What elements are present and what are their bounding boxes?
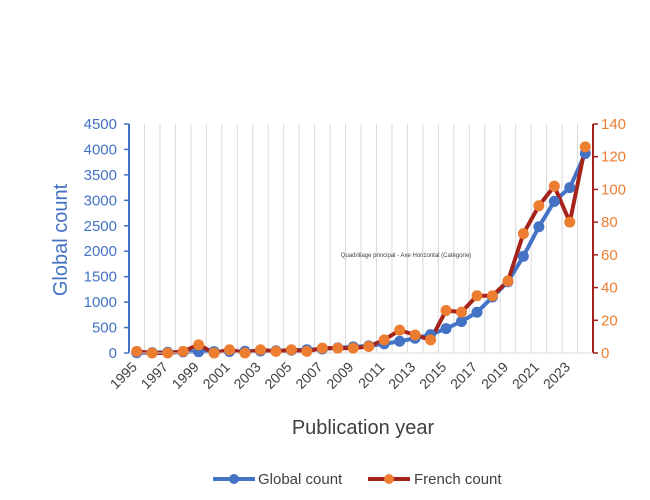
x-axis-tick-label: 1995 xyxy=(107,358,140,391)
data-point-french[interactable] xyxy=(177,345,189,357)
x-axis-tick-label: 2005 xyxy=(261,358,294,391)
data-point-french[interactable] xyxy=(270,345,282,357)
data-point-french[interactable] xyxy=(579,141,591,153)
right-axis-tick-label: 0 xyxy=(601,345,609,362)
x-axis-tick-label: 2023 xyxy=(540,358,573,391)
x-axis-tick-label: 2009 xyxy=(323,358,356,391)
data-point-french[interactable] xyxy=(409,329,421,341)
right-axis-tick-label: 60 xyxy=(601,247,618,264)
legend-swatch-global-marker xyxy=(229,474,239,484)
right-axis-tick-label: 80 xyxy=(601,214,618,231)
data-point-french[interactable] xyxy=(316,342,328,354)
data-point-french[interactable] xyxy=(517,228,529,240)
left-axis-tick-label: 0 xyxy=(109,345,117,362)
left-axis-tick-label: 4500 xyxy=(84,116,117,133)
data-point-global[interactable] xyxy=(548,195,560,207)
data-point-french[interactable] xyxy=(363,340,375,352)
legend: Global count French count xyxy=(213,471,502,488)
x-axis-tick-label: 2003 xyxy=(230,358,263,391)
x-axis-tick-label: 2007 xyxy=(292,358,325,391)
left-axis-tick-label: 3000 xyxy=(84,192,117,209)
legend-label-french: French count xyxy=(414,471,502,488)
data-point-french[interactable] xyxy=(486,290,498,302)
right-axis-tick-label: 140 xyxy=(601,116,626,133)
data-point-global[interactable] xyxy=(564,182,576,194)
data-point-french[interactable] xyxy=(456,306,468,318)
data-point-french[interactable] xyxy=(425,334,437,346)
data-point-global[interactable] xyxy=(440,323,452,335)
x-axis-tick-label: 2017 xyxy=(447,358,480,391)
data-point-french[interactable] xyxy=(548,180,560,192)
data-point-french[interactable] xyxy=(394,324,406,336)
data-point-french[interactable] xyxy=(239,347,251,359)
left-axis-tick-label: 500 xyxy=(92,320,117,337)
x-axis-tick-label: 2019 xyxy=(478,358,511,391)
data-point-french[interactable] xyxy=(285,344,297,356)
right-axis-tick-label: 20 xyxy=(601,312,618,329)
data-point-french[interactable] xyxy=(224,344,236,356)
x-axis-title: Publication year xyxy=(292,417,435,439)
data-point-french[interactable] xyxy=(471,290,483,302)
data-point-global[interactable] xyxy=(471,306,483,318)
data-point-global[interactable] xyxy=(456,315,468,327)
data-point-french[interactable] xyxy=(131,345,143,357)
data-point-french[interactable] xyxy=(301,345,313,357)
gridline-annotation: Quadrillage principal - Axe Horizontal (… xyxy=(341,253,471,259)
right-axis-tick-label: 40 xyxy=(601,280,618,297)
x-axis-tick-label: 2001 xyxy=(199,358,232,391)
data-point-global[interactable] xyxy=(517,250,529,262)
left-axis-tick-label: 2000 xyxy=(84,243,117,260)
data-point-french[interactable] xyxy=(332,342,344,354)
data-point-french[interactable] xyxy=(193,339,205,351)
legend-label-global: Global count xyxy=(258,471,343,488)
data-point-french[interactable] xyxy=(347,342,359,354)
y-axis-title: Global count xyxy=(50,183,72,296)
x-axis-tick-label: 1997 xyxy=(138,358,171,391)
legend-item-global[interactable]: Global count xyxy=(213,471,343,488)
data-point-global[interactable] xyxy=(533,221,545,233)
data-point-french[interactable] xyxy=(254,344,266,356)
left-axis-tick-label: 2500 xyxy=(84,218,117,235)
data-point-french[interactable] xyxy=(208,347,220,359)
x-axis-tick-label: 2021 xyxy=(509,358,542,391)
left-axis-tick-label: 3500 xyxy=(84,167,117,184)
left-axis-tick-label: 1500 xyxy=(84,269,117,286)
data-point-french[interactable] xyxy=(378,334,390,346)
left-axis-tick-label: 4000 xyxy=(84,141,117,158)
x-axis-tick-label: 2013 xyxy=(385,358,418,391)
right-axis-tick-label: 120 xyxy=(601,149,626,166)
data-point-french[interactable] xyxy=(162,347,174,359)
x-axis-tick-label: 2011 xyxy=(355,358,388,391)
data-point-global[interactable] xyxy=(394,335,406,347)
x-axis-tick-label: 2015 xyxy=(416,358,449,391)
x-axis-tick-label: 1999 xyxy=(169,358,202,391)
data-point-french[interactable] xyxy=(502,275,514,287)
series-markers xyxy=(131,141,591,359)
data-point-french[interactable] xyxy=(440,304,452,316)
data-point-french[interactable] xyxy=(533,200,545,212)
legend-swatch-french-marker xyxy=(384,474,394,484)
data-point-french[interactable] xyxy=(564,216,576,228)
legend-item-french[interactable]: French count xyxy=(368,471,502,488)
right-axis-tick-label: 100 xyxy=(601,181,626,198)
data-point-french[interactable] xyxy=(146,347,158,359)
left-axis-tick-label: 1000 xyxy=(84,294,117,311)
